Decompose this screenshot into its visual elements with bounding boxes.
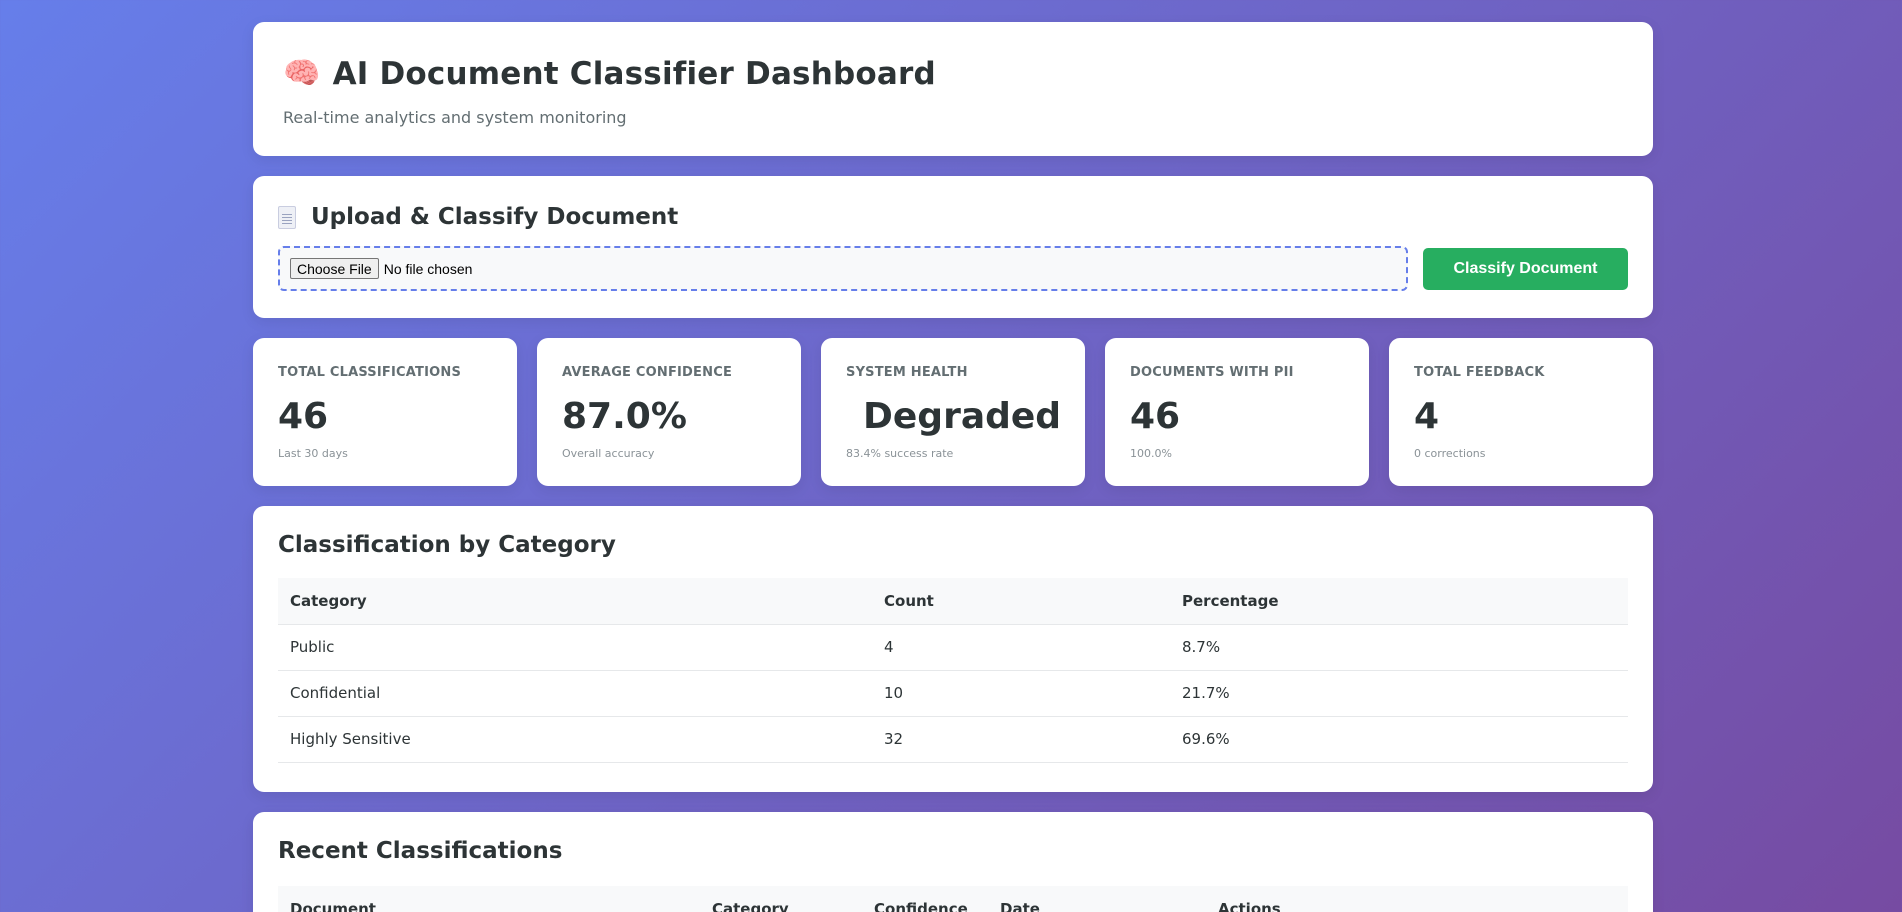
column-header: Document bbox=[290, 900, 376, 912]
brain-icon: 🧠 bbox=[283, 56, 321, 91]
section-title: Classification by Category bbox=[278, 532, 616, 558]
stat-system-health: System Health Degraded 83.4% success rat… bbox=[821, 338, 1085, 486]
category-card: Classification by Category Category Coun… bbox=[253, 506, 1653, 792]
stat-total-feedback: Total Feedback 4 0 corrections bbox=[1389, 338, 1653, 486]
column-header: Actions bbox=[1218, 900, 1281, 912]
upload-card: Upload & Classify Document Choose File N… bbox=[253, 176, 1653, 318]
stat-sub: 0 corrections bbox=[1414, 447, 1486, 460]
column-header: Category bbox=[712, 900, 789, 912]
stat-sub: 83.4% success rate bbox=[846, 447, 954, 460]
stats-row: Total Classifications 46 Last 30 days Av… bbox=[253, 338, 1653, 486]
file-input[interactable]: Choose File No file chosen bbox=[278, 246, 1408, 291]
stat-value: Degraded bbox=[846, 396, 1062, 437]
stat-sub: Overall accuracy bbox=[562, 447, 655, 460]
column-header: Percentage bbox=[1170, 578, 1628, 625]
column-header: Confidence bbox=[874, 900, 968, 912]
page-subtitle: Real-time analytics and system monitorin… bbox=[283, 108, 627, 127]
stat-sub: 100.0% bbox=[1130, 447, 1172, 460]
recent-table-header: Document Category Confidence Date Action… bbox=[278, 886, 1628, 912]
table-cell: 10 bbox=[872, 670, 1170, 717]
document-icon bbox=[278, 205, 296, 229]
stat-total-classifications: Total Classifications 46 Last 30 days bbox=[253, 338, 517, 486]
section-title: Recent Classifications bbox=[278, 838, 563, 864]
choose-file-button[interactable]: Choose File bbox=[290, 258, 379, 279]
upload-title: Upload & Classify Document bbox=[278, 204, 1628, 230]
table-cell: 69.6% bbox=[1170, 716, 1628, 763]
column-header: Date bbox=[1000, 900, 1040, 912]
page-title-text: AI Document Classifier Dashboard bbox=[332, 56, 936, 92]
table-cell: 21.7% bbox=[1170, 670, 1628, 717]
table-cell: Highly Sensitive bbox=[278, 716, 872, 763]
classify-document-button[interactable]: Classify Document bbox=[1423, 247, 1628, 290]
stat-value: 46 bbox=[1130, 396, 1181, 437]
table-row: Public 4 8.7% bbox=[278, 624, 1628, 671]
table-cell: 8.7% bbox=[1170, 624, 1628, 671]
stat-value: 46 bbox=[278, 396, 329, 437]
page-title: 🧠 AI Document Classifier Dashboard bbox=[283, 56, 1623, 92]
stat-value: 4 bbox=[1414, 396, 1440, 437]
stat-label: Average Confidence bbox=[562, 365, 733, 380]
table-cell: 4 bbox=[872, 624, 1170, 671]
stat-sub: Last 30 days bbox=[278, 447, 348, 460]
stat-documents-with-pii: Documents with PII 46 100.0% bbox=[1105, 338, 1369, 486]
header-card: 🧠 AI Document Classifier Dashboard Real-… bbox=[253, 22, 1653, 156]
table-header-row: Category Count Percentage bbox=[278, 578, 1628, 625]
table-row: Highly Sensitive 32 69.6% bbox=[278, 716, 1628, 763]
upload-title-text: Upload & Classify Document bbox=[311, 204, 679, 230]
table-cell: Confidential bbox=[278, 670, 872, 717]
recent-card: Recent Classifications Document Category… bbox=[253, 812, 1653, 912]
dashboard-container: 🧠 AI Document Classifier Dashboard Real-… bbox=[253, 22, 1653, 912]
stat-value: 87.0% bbox=[562, 396, 687, 437]
category-table: Category Count Percentage Public 4 8.7% … bbox=[278, 578, 1628, 763]
stat-label: System Health bbox=[846, 365, 968, 380]
stat-average-confidence: Average Confidence 87.0% Overall accurac… bbox=[537, 338, 801, 486]
table-row: Confidential 10 21.7% bbox=[278, 670, 1628, 717]
stat-label: Total Feedback bbox=[1414, 365, 1545, 380]
table-cell: 32 bbox=[872, 716, 1170, 763]
column-header: Category bbox=[278, 578, 872, 625]
table-cell: Public bbox=[278, 624, 872, 671]
column-header: Count bbox=[872, 578, 1170, 625]
stat-label: Documents with PII bbox=[1130, 365, 1294, 380]
file-status: No file chosen bbox=[383, 260, 473, 277]
upload-row: Choose File No file chosen Classify Docu… bbox=[278, 246, 1628, 291]
system-health-status: Degraded bbox=[863, 396, 1062, 437]
stat-label: Total Classifications bbox=[278, 365, 462, 380]
